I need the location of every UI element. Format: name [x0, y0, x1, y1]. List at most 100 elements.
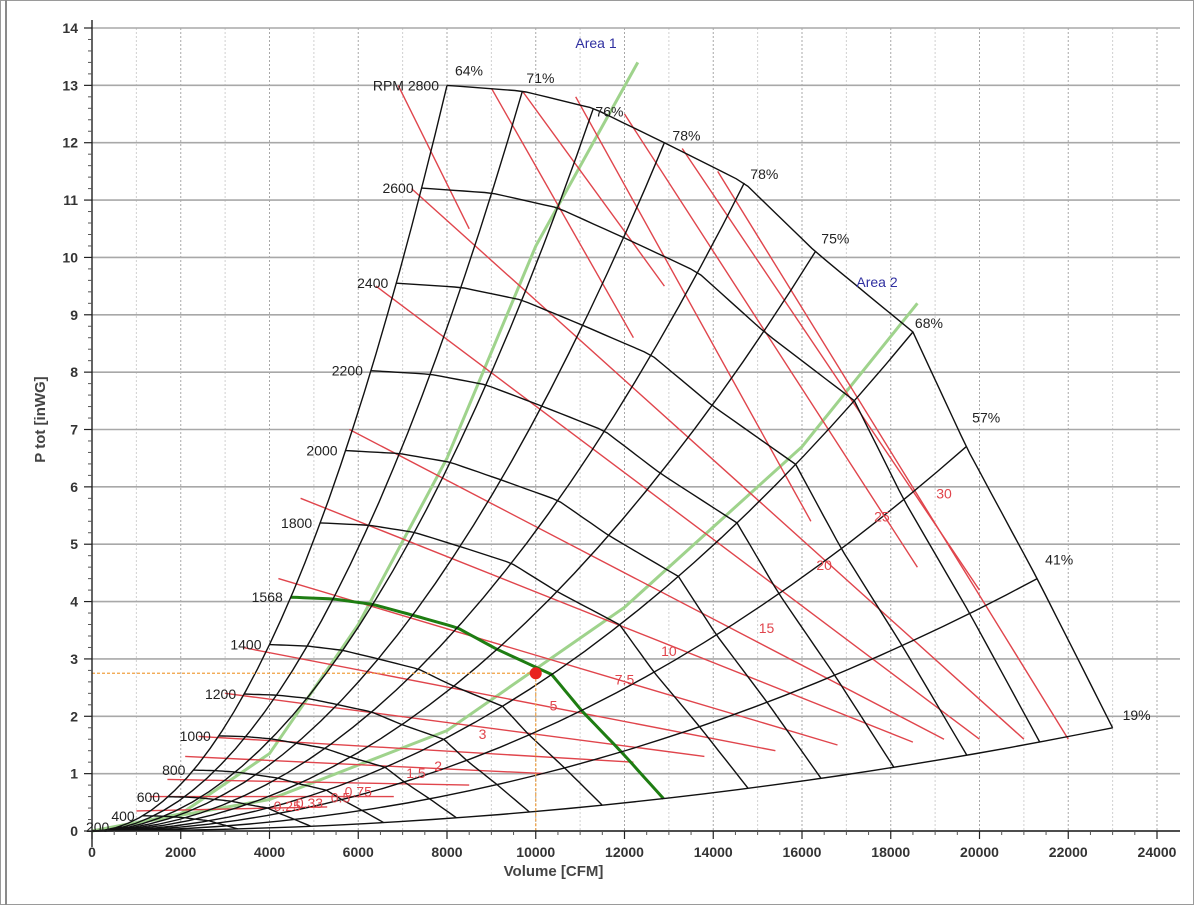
efficiency-line [91, 108, 595, 832]
rpm-label: 1800 [281, 515, 312, 531]
y-tick-label: 3 [70, 651, 78, 667]
rpm-label: 200 [86, 819, 110, 835]
power-line [349, 428, 945, 740]
x-tick-label: 12000 [605, 844, 644, 860]
y-tick-label: 13 [62, 77, 78, 93]
x-tick-label: 14000 [694, 844, 733, 860]
y-tick-label: 8 [70, 364, 78, 380]
efficiency-line [91, 90, 524, 832]
rpm-curve [244, 693, 530, 813]
rpm-curve [218, 735, 457, 819]
efficiency-label: 78% [672, 128, 700, 144]
efficiency-line [91, 577, 1038, 832]
y-tick-label: 1 [70, 766, 78, 782]
curve-labels: 2004006008001000120014001568180020002200… [86, 35, 1151, 835]
x-tick-label: 6000 [343, 844, 374, 860]
rpm-label: 2400 [357, 275, 388, 291]
operating-overlay [92, 667, 542, 831]
power-label: 7.5 [615, 672, 635, 688]
rpm-curve [269, 643, 603, 806]
power-line [623, 113, 918, 568]
x-tick-label: 20000 [960, 844, 999, 860]
rpm-curve [446, 84, 1114, 729]
efficiency-label: 68% [915, 315, 943, 331]
power-line [242, 646, 776, 752]
rpm-label: 2600 [382, 180, 413, 196]
power-label: 0.25 [274, 798, 301, 814]
power-label: 20 [816, 557, 832, 573]
efficiency-label: 75% [821, 231, 849, 247]
efficiency-line [91, 727, 1113, 832]
power-label: 15 [759, 620, 775, 636]
area-1-label: Area 1 [575, 35, 616, 51]
rpm-label: 1400 [230, 637, 261, 653]
power-label: 0.75 [345, 784, 372, 800]
efficiency-label: 78% [750, 166, 778, 182]
rpm-curves [117, 84, 1114, 832]
rpm-curve [193, 769, 384, 824]
y-tick-label: 0 [70, 823, 78, 839]
efficiency-label: 64% [455, 62, 483, 78]
y-tick-label: 2 [70, 708, 78, 724]
power-label: 2 [434, 758, 442, 774]
power-label: 0.33 [296, 795, 323, 811]
power-line [521, 90, 665, 287]
power-line [375, 285, 980, 740]
axes: 0 2000 4000 6000 8000 10000 12000 14000 16000 180… [32, 20, 1180, 880]
x-tick-label: 4000 [254, 844, 285, 860]
efficiency-line [91, 142, 666, 832]
operating-rpm-curve [290, 595, 665, 800]
x-tick-label: 10000 [516, 844, 555, 860]
x-tick-label: 16000 [783, 844, 822, 860]
y-tick-label: 10 [62, 249, 78, 265]
x-tick-label: 18000 [871, 844, 910, 860]
x-tick-label: 2000 [165, 844, 196, 860]
efficiency-line [91, 331, 914, 832]
power-line [167, 778, 470, 786]
rpm-curve [345, 449, 822, 779]
rpm-label: 600 [137, 789, 161, 805]
y-tick-label: 7 [70, 422, 78, 438]
power-line [225, 692, 705, 758]
rpm-curve [396, 282, 968, 756]
efficiency-label: 76% [595, 103, 623, 119]
power-label: 3 [479, 726, 487, 742]
power-label: 25 [874, 508, 890, 524]
power-line [575, 96, 812, 522]
rpm-label: 1000 [180, 728, 211, 744]
rpm-curve [142, 815, 239, 830]
power-line [198, 735, 634, 763]
power-label: 5 [550, 698, 558, 714]
area-2-label: Area 2 [856, 274, 897, 290]
power-line [300, 497, 914, 743]
power-line [717, 171, 1069, 740]
efficiency-line [91, 251, 816, 832]
rpm-curve [421, 187, 1041, 743]
y-tick-label: 9 [70, 307, 78, 323]
efficiency-lines [91, 85, 1113, 832]
x-tick-label: 24000 [1138, 844, 1177, 860]
power-label: 30 [936, 485, 952, 501]
y-tick-label: 14 [62, 20, 78, 36]
rpm-label: 1568 [252, 589, 283, 605]
power-line [185, 755, 545, 775]
x-axis-title: Volume [CFM] [504, 863, 604, 880]
rpm-label: 2000 [306, 443, 337, 459]
rpm-label: 800 [162, 762, 186, 778]
power-line [411, 188, 1025, 740]
operating-point[interactable] [529, 667, 542, 680]
power-line [490, 87, 635, 339]
y-tick-label: 6 [70, 479, 78, 495]
efficiency-line [91, 446, 967, 832]
efficiency-label: 19% [1123, 707, 1151, 723]
power-lines [136, 85, 1069, 812]
gridlines [91, 27, 1180, 832]
power-line [681, 148, 981, 591]
x-tick-label: 22000 [1049, 844, 1088, 860]
y-tick-label: 11 [63, 192, 78, 208]
power-label: 1.5 [406, 765, 426, 781]
rpm-label: 400 [111, 808, 135, 824]
power-label: 10 [661, 643, 677, 659]
rpm-curve [168, 796, 311, 827]
rpm-curve [370, 370, 895, 768]
